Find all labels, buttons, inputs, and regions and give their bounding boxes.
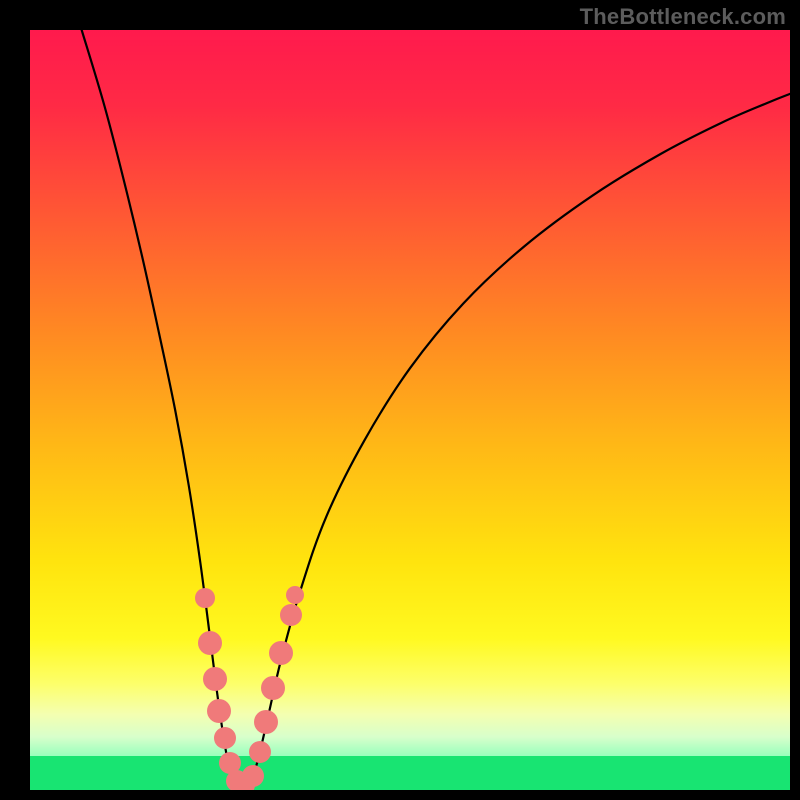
marker-left-0 [195,588,215,608]
marker-left-2 [203,667,227,691]
plot-area [30,30,790,790]
marker-right-6 [286,586,304,604]
marker-right-0 [242,765,264,787]
marker-left-1 [198,631,222,655]
marker-left-3 [207,699,231,723]
marker-left-4 [214,727,236,749]
marker-right-4 [269,641,293,665]
marker-right-1 [249,741,271,763]
marker-right-2 [254,710,278,734]
curve-right [250,94,790,784]
watermark-text: TheBottleneck.com [580,4,786,30]
marker-right-5 [280,604,302,626]
marker-right-3 [261,676,285,700]
bottleneck-curve [30,30,790,790]
